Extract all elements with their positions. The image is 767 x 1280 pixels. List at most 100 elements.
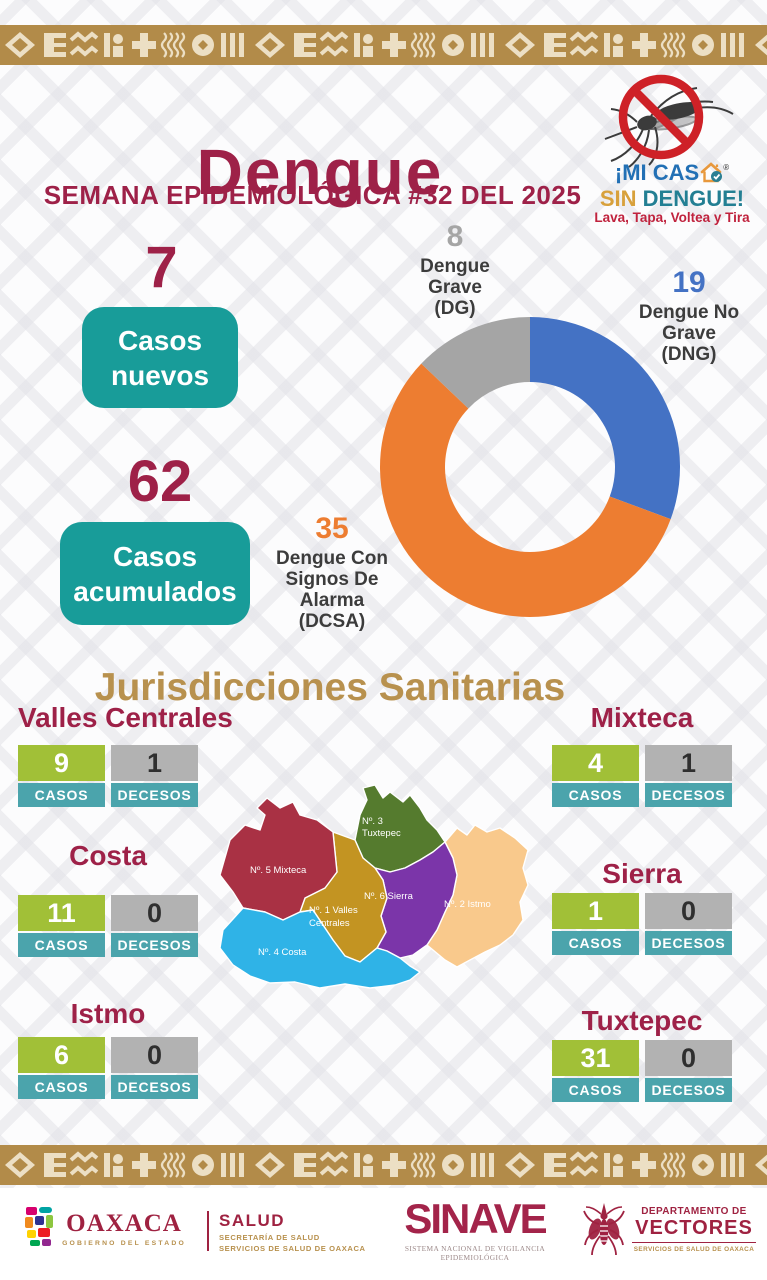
cases-value: 11	[18, 895, 105, 931]
salud-logo-text: SALUD	[219, 1211, 286, 1230]
page-title: Dengue	[196, 135, 444, 208]
registered-mark: ®	[723, 163, 730, 172]
dcsa-abbr: (DCSA)	[298, 611, 366, 633]
page-subtitle: SEMANA EPIDEMIOLÓGICA #32 DEL 2025	[43, 180, 582, 210]
map-label-tuxtepec-line2: Tuxtepec	[362, 828, 401, 839]
campaign-dengue-text: DENGUE!	[642, 186, 745, 211]
oaxaca-state-emblem	[25, 1207, 53, 1246]
map-label-tuxtepec-line1: Nº. 3	[362, 816, 383, 827]
vectores-line1: DEPARTAMENTO DE	[641, 1206, 747, 1217]
dengue-donut-chart	[380, 317, 680, 617]
jurisdiction-name: Tuxtepec	[581, 1005, 703, 1036]
salud-line2: SERVICIOS DE SALUD DE OAXACA	[219, 1244, 366, 1253]
prohibition-slash	[630, 86, 692, 148]
jurisdiction-name: Sierra	[602, 858, 682, 889]
jurisdiction-name: Valles Centrales	[18, 702, 233, 733]
campaign-sin-text: SIN	[599, 186, 637, 211]
cases-value: 31	[552, 1040, 639, 1076]
donut-label-dengue-grave: 8 Dengue Grave (DG)	[398, 220, 512, 319]
jurisdiction-card-istmo: Istmo 6 CASOS 0 DECESOS	[18, 998, 198, 1099]
dcsa-name: Dengue Con Signos De Alarma	[276, 547, 388, 612]
footer-divider	[207, 1211, 209, 1251]
oaxaca-jurisdictions-map: Nº. 5 Mixteca Nº. 3 Tuxtepec Nº. 1 Valle…	[219, 784, 529, 989]
deaths-value: 0	[645, 893, 732, 929]
deaths-value: 0	[645, 1040, 732, 1076]
deaths-value: 0	[111, 1037, 198, 1073]
cumulative-cases-badge: Casos acumulados	[60, 522, 250, 625]
jurisdiction-card-tuxtepec: Tuxtepec 31 CASOS 0 DECESOS	[552, 1005, 732, 1102]
donut-segment-dg	[421, 317, 530, 409]
deaths-label: DECESOS	[111, 933, 198, 957]
jurisdiction-name: Mixteca	[590, 702, 694, 733]
oaxaca-logo-tagline: GOBIERNO DEL ESTADO	[62, 1240, 186, 1247]
deaths-label: DECESOS	[111, 783, 198, 807]
dng-value: 19	[672, 266, 706, 299]
donut-label-dengue-no-grave: 19 Dengue No Grave (DNG)	[623, 266, 755, 365]
dg-abbr: (DG)	[434, 298, 476, 320]
donut-segment-dcsa	[380, 363, 671, 617]
salud-logo-block: SALUD SECRETARÍA DE SALUD SERVICIOS DE S…	[219, 1211, 399, 1253]
deaths-value: 0	[111, 895, 198, 931]
new-cases-badge: Casos nuevos	[82, 307, 238, 408]
vectores-tagline: SERVICIOS DE SALUD DE OAXACA	[633, 1246, 755, 1253]
cases-value: 9	[18, 745, 105, 781]
vectores-mosquito-icon	[583, 1203, 625, 1256]
cumulative-cases-value: 62	[127, 449, 193, 514]
cases-label: CASOS	[552, 931, 639, 955]
aztec-border-top	[0, 25, 767, 65]
dng-name: Dengue No Grave	[638, 301, 740, 344]
sinave-logo-text: SINAVE	[404, 1195, 547, 1242]
jurisdiction-card-mixteca: Mixteca 4 CASOS 1 DECESOS	[552, 702, 732, 807]
cases-label: CASOS	[552, 783, 639, 807]
cases-label: CASOS	[18, 933, 105, 957]
cases-label: CASOS	[18, 1075, 105, 1099]
cases-label: CASOS	[18, 783, 105, 807]
campaign-tagline: Lava, Tapa, Voltea y Tira	[594, 210, 750, 225]
map-label-sierra: Nº. 6 Sierra	[364, 891, 414, 902]
deaths-label: DECESOS	[111, 1075, 198, 1099]
deaths-value: 1	[111, 745, 198, 781]
cases-value: 4	[552, 745, 639, 781]
jurisdiction-card-sierra: Sierra 1 CASOS 0 DECESOS	[552, 858, 732, 955]
prohibition-ring	[618, 74, 704, 160]
deaths-label: DECESOS	[645, 931, 732, 955]
aztec-border-bottom	[0, 1145, 767, 1185]
campaign-line2: SIN DENGUE!	[586, 186, 758, 212]
no-mosquito-sign	[604, 74, 734, 168]
map-label-costa: Nº. 4 Costa	[258, 947, 307, 958]
dg-value: 8	[446, 220, 464, 253]
map-label-mixteca: Nº. 5 Mixteca	[250, 865, 307, 876]
dg-name: Dengue Grave	[420, 255, 490, 298]
deaths-label: DECESOS	[645, 1078, 732, 1102]
map-label-valles-line1: Nº. 1 Valles	[309, 905, 358, 916]
dcsa-value: 35	[315, 512, 349, 545]
house-icon	[700, 162, 723, 183]
donut-segment-dng	[530, 317, 680, 520]
cases-label: CASOS	[552, 1078, 639, 1102]
new-cases-value: 7	[145, 235, 178, 300]
jurisdiction-card-costa: Costa 11 CASOS 0 DECESOS	[18, 840, 198, 957]
jurisdiction-card-valles-centrales: Valles Centrales 9 CASOS 1 DECESOS	[18, 702, 233, 807]
jurisdiction-name: Istmo	[70, 998, 146, 1029]
donut-label-dcsa: 35 Dengue Con Signos De Alarma (DCSA)	[276, 512, 388, 633]
jurisdiction-name: Costa	[69, 840, 147, 871]
campaign-line1: ¡MI CAS ®	[586, 160, 758, 186]
campaign-micasa-text: ¡MI CAS	[614, 160, 700, 185]
deaths-value: 1	[645, 745, 732, 781]
cases-value: 1	[552, 893, 639, 929]
jurisdictions-heading: Jurisdicciones Sanitarias	[94, 666, 566, 710]
map-label-valles-line2: Centrales	[309, 918, 350, 929]
footer	[0, 1188, 767, 1280]
dng-abbr: (DNG)	[661, 344, 717, 366]
map-label-istmo: Nº. 2 Istmo	[444, 899, 491, 910]
sinave-tagline: SISTEMA NACIONAL DE VIGILANCIA EPIDEMIOL…	[404, 1244, 546, 1262]
deaths-label: DECESOS	[645, 783, 732, 807]
vectores-logo-block: DEPARTAMENTO DE VECTORES SERVICIOS DE SA…	[632, 1206, 756, 1253]
vectores-logo-text: VECTORES	[632, 1217, 756, 1243]
map-region-costa	[219, 907, 421, 989]
oaxaca-logo-text: OAXACA	[66, 1210, 182, 1237]
salud-line1: SECRETARÍA DE SALUD	[219, 1233, 320, 1242]
cases-value: 6	[18, 1037, 105, 1073]
sinave-logo-block: SINAVE SISTEMA NACIONAL DE VIGILANCIA EP…	[375, 1195, 575, 1263]
